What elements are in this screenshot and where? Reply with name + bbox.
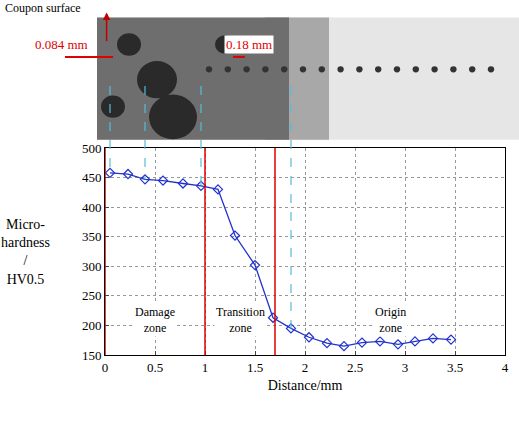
svg-text:Distance/mm: Distance/mm: [268, 378, 343, 393]
svg-text:Micro-hardness/HV0.5: Micro-hardness/HV0.5: [1, 217, 50, 287]
svg-text:0.18 mm: 0.18 mm: [226, 37, 272, 52]
svg-text:400: 400: [82, 200, 102, 215]
svg-text:200: 200: [82, 318, 102, 333]
svg-text:1.5: 1.5: [247, 360, 263, 375]
svg-text:Damagezone: Damagezone: [135, 305, 175, 335]
svg-text:3: 3: [402, 360, 409, 375]
svg-text:300: 300: [82, 259, 102, 274]
svg-text:250: 250: [82, 288, 102, 303]
svg-text:0.5: 0.5: [147, 360, 163, 375]
svg-text:350: 350: [82, 229, 102, 244]
svg-text:Transitionzone: Transitionzone: [216, 305, 265, 335]
svg-text:500: 500: [82, 141, 102, 156]
svg-text:3.5: 3.5: [447, 360, 463, 375]
svg-text:1: 1: [202, 360, 209, 375]
svg-text:2: 2: [302, 360, 309, 375]
svg-text:2.5: 2.5: [347, 360, 363, 375]
svg-text:Coupon surface: Coupon surface: [5, 1, 81, 15]
svg-text:Originzone: Originzone: [375, 305, 406, 335]
svg-text:0.084 mm: 0.084 mm: [35, 37, 88, 52]
svg-text:4: 4: [502, 360, 509, 375]
svg-text:0: 0: [102, 360, 109, 375]
svg-text:150: 150: [82, 348, 102, 363]
svg-text:450: 450: [82, 170, 102, 185]
